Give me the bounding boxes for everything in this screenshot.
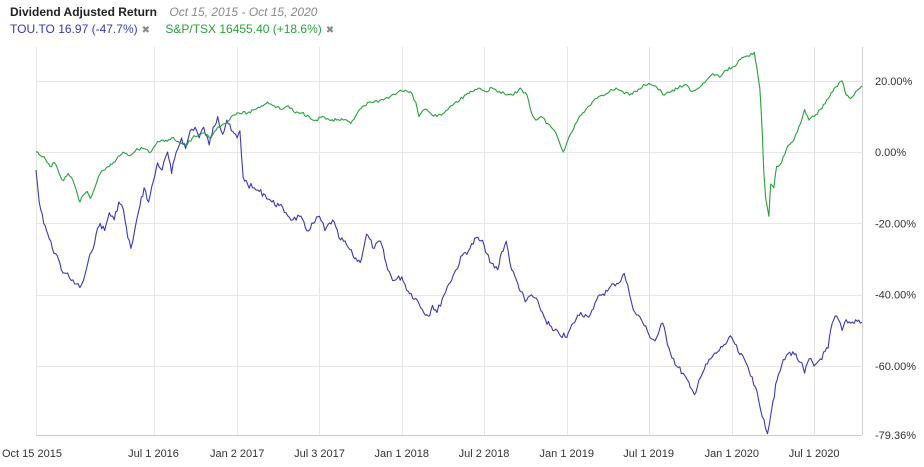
close-icon[interactable]: ✖ <box>325 25 335 36</box>
x-tick-label: Jul 2 2018 <box>459 448 510 460</box>
x-tick-label: Jan 1 2018 <box>375 448 429 460</box>
x-tick-label: Jul 3 2017 <box>294 448 345 460</box>
title-row: Dividend Adjusted Return Oct 15, 2015 - … <box>10 4 910 20</box>
y-tick-label: -20.00% <box>875 218 916 230</box>
chart-title: Dividend Adjusted Return <box>10 5 157 19</box>
grid-lines <box>36 47 863 436</box>
y-tick-label: 20.00% <box>875 76 913 88</box>
x-tick-label: Jan 1 2019 <box>540 448 594 460</box>
close-icon[interactable]: ✖ <box>141 25 150 36</box>
axes: 20.00% 0.00% -20.00% -40.00% -60.00% -79.36% O… <box>2 76 916 460</box>
x-tick-label: Jan 2 2017 <box>210 448 264 460</box>
y-tick-label: -40.00% <box>875 290 916 302</box>
y-tick-label: -79.36% <box>875 430 916 442</box>
x-tick-label: Jan 1 2020 <box>705 448 759 460</box>
legend: TOU.TO 16.97 (-47.7%) ✖ S&P/TSX 16455.40 … <box>10 21 910 37</box>
y-tick-label: -60.00% <box>875 361 916 373</box>
legend-item-tsx[interactable]: S&P/TSX 16455.40 (+18.6%) ✖ <box>165 21 334 39</box>
y-tick-label: 0.00% <box>875 147 906 159</box>
chart-header: Dividend Adjusted Return Oct 15, 2015 - … <box>10 4 910 37</box>
legend-item-tou[interactable]: TOU.TO 16.97 (-47.7%) ✖ <box>10 21 150 39</box>
series-line-tsx <box>35 51 863 217</box>
x-tick-label: Oct 15 2015 <box>2 448 62 460</box>
date-range: Oct 15, 2015 - Oct 15, 2020 <box>169 5 318 19</box>
x-tick-label: Jul 1 2019 <box>623 448 674 460</box>
series-line-tou <box>35 115 863 435</box>
legend-label-tsx: S&P/TSX 16455.40 (+18.6%) <box>165 22 322 36</box>
legend-label-tou: TOU.TO 16.97 (-47.7%) <box>10 22 138 36</box>
series-lines <box>35 51 863 435</box>
x-tick-label: Jul 1 2016 <box>128 448 179 460</box>
x-tick-label: Jul 1 2020 <box>789 448 840 460</box>
